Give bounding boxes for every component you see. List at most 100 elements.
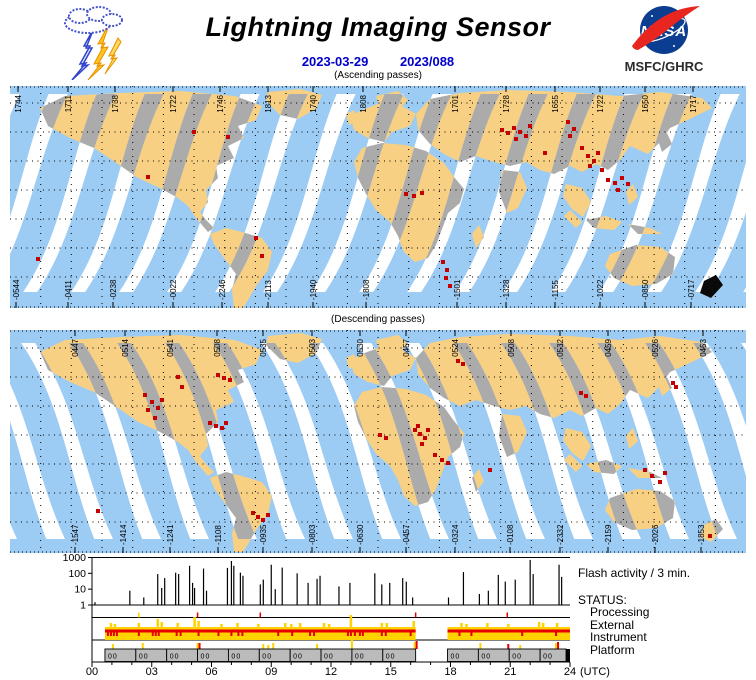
pass-time-label: 0514	[121, 338, 130, 356]
pass-time-label: -0324	[451, 524, 460, 545]
pass-time-label: 0541	[166, 338, 175, 356]
org-label: MSFC/GHRC	[624, 59, 704, 74]
x-axis-tick-label: 12	[325, 666, 337, 678]
pass-time-label: 0453	[699, 338, 708, 356]
pass-time-label: 1728	[502, 94, 511, 112]
pass-time-label: -1108	[214, 525, 223, 545]
x-axis-tick-label: 03	[146, 666, 158, 678]
status-row-external: External	[590, 618, 635, 632]
x-axis-tick-label: 24	[564, 666, 576, 678]
pass-time-label: 0524	[451, 338, 460, 356]
pass-time-label: 1738	[111, 94, 120, 112]
platform-segment-label: 00	[386, 654, 396, 661]
status-heading: STATUS:	[578, 593, 627, 607]
instrument-status-line	[447, 629, 571, 633]
x-axis-tick-label: 09	[265, 666, 277, 678]
lightning-flash-dots	[36, 120, 630, 288]
x-axis-tick-label: 21	[504, 666, 516, 678]
y-axis-tick-label: 1000	[63, 552, 87, 564]
pass-time-label: 1650	[641, 94, 650, 112]
pass-time-label: -0022	[169, 279, 178, 300]
pass-time-label: -2026	[651, 524, 660, 545]
status-row-instrument: Instrument	[590, 630, 647, 644]
nasa-logo-icon: NASA	[622, 4, 706, 63]
pass-time-label: -1940	[309, 279, 318, 300]
pass-time-label: -1328	[502, 279, 511, 300]
pass-time-label: 0503	[308, 338, 317, 356]
instrument-status-band	[104, 627, 416, 640]
descending-pass-map: 0447 0514 0541 0508 0535 0503 0530 0457 0524 0508…	[10, 330, 746, 558]
pass-time-label: 0447	[71, 338, 80, 356]
pass-time-label: 1711	[64, 94, 73, 112]
pass-time-label: -1022	[596, 279, 605, 300]
pass-time-label: 1740	[309, 94, 318, 112]
pass-time-label: 0526	[651, 338, 660, 356]
pass-time-label: 0532	[556, 338, 565, 356]
utc-suffix: (UTC)	[580, 666, 610, 678]
instrument-status-line	[104, 629, 416, 633]
pass-time-label: -1853	[697, 524, 706, 545]
y-axis-tick-label: 100	[68, 568, 86, 580]
y-axis-tick-label: 10	[74, 584, 86, 596]
night-region	[700, 275, 723, 298]
pass-time-label: 1813	[264, 94, 273, 112]
pass-time-label: 1717	[689, 94, 698, 112]
pass-time-label: 0457	[402, 338, 411, 356]
platform-segment-label: 00	[512, 654, 522, 661]
platform-status-segment	[382, 648, 417, 662]
date-doy: 2023/088	[399, 54, 455, 69]
pass-time-label: -0457	[402, 524, 411, 545]
pass-time-label: -1501	[453, 279, 462, 300]
pass-time-label: 0459	[604, 338, 613, 356]
platform-segment-label: 00	[324, 654, 334, 661]
y-axis-tick-label: 1	[80, 600, 86, 612]
ascending-pass-map: 1744 1711 1738 1722 1746 1813 1740 1808 1701 1728…	[10, 86, 746, 313]
pass-time-label: 0530	[356, 338, 365, 356]
pass-time-label: -0238	[109, 279, 118, 300]
pass-time-label: -0803	[308, 524, 317, 545]
pass-time-label: -0717	[687, 279, 696, 300]
x-axis-tick-label: 06	[205, 666, 217, 678]
pass-time-label: -0411	[64, 280, 73, 300]
descending-passes-caption: (Descending passes)	[331, 314, 425, 325]
pass-time-label: -1155	[551, 280, 560, 300]
platform-segment-label: 00	[262, 654, 272, 661]
flash-activity-chart: 1000 100 10 1 00 03 06 09 12 15 18 21 24 (UTC) 00 00 00 0…	[0, 552, 756, 680]
pass-time-label: -0850	[641, 279, 650, 300]
platform-segment-label: 00	[201, 654, 211, 661]
pass-time-label: -0935	[259, 524, 268, 545]
platform-segment-label: 00	[231, 654, 241, 661]
pass-time-label: 1744	[14, 94, 23, 112]
platform-segment-label: 00	[451, 654, 461, 661]
pass-time-label: -2332	[556, 524, 565, 545]
platform-segment-label: 00	[108, 654, 118, 661]
x-axis-tick-label: 15	[385, 666, 397, 678]
pass-time-labels: 1744 1711 1738 1722 1746 1813 1740 1808 1701 1728…	[12, 86, 698, 308]
pass-time-label: 1808	[359, 94, 368, 112]
x-axis-tick-label: 00	[86, 666, 98, 678]
pass-time-label: 0508	[213, 338, 222, 356]
pass-time-label: -0108	[506, 524, 515, 545]
status-row-platform: Platform	[590, 643, 635, 657]
pass-time-label: -2246	[218, 279, 227, 300]
pass-time-label: -1808	[362, 279, 371, 300]
ascending-passes-caption: (Ascending passes)	[334, 70, 422, 81]
platform-segment-label: 00	[293, 654, 303, 661]
pass-time-label: -1547	[71, 524, 80, 545]
chart-frame	[91, 557, 570, 663]
status-row-processing: Processing	[590, 605, 650, 619]
instrument-status-band	[447, 627, 571, 640]
platform-segment-label: 00	[481, 654, 491, 661]
flash-activity-spikes	[94, 559, 563, 605]
date-line: 2023-03-29 2023/088	[0, 54, 756, 69]
x-axis-tick-label: 18	[444, 666, 456, 678]
pass-time-label: 1746	[216, 94, 225, 112]
pass-time-label: 0535	[259, 338, 268, 356]
date-iso: 2023-03-29	[301, 54, 369, 69]
pass-time-label: 1722	[596, 94, 605, 112]
pass-time-label: -1414	[119, 524, 128, 545]
pass-time-label: 1722	[169, 94, 178, 112]
page-title: Lightning Imaging Sensor	[205, 12, 551, 42]
platform-segment-label: 00	[355, 654, 365, 661]
